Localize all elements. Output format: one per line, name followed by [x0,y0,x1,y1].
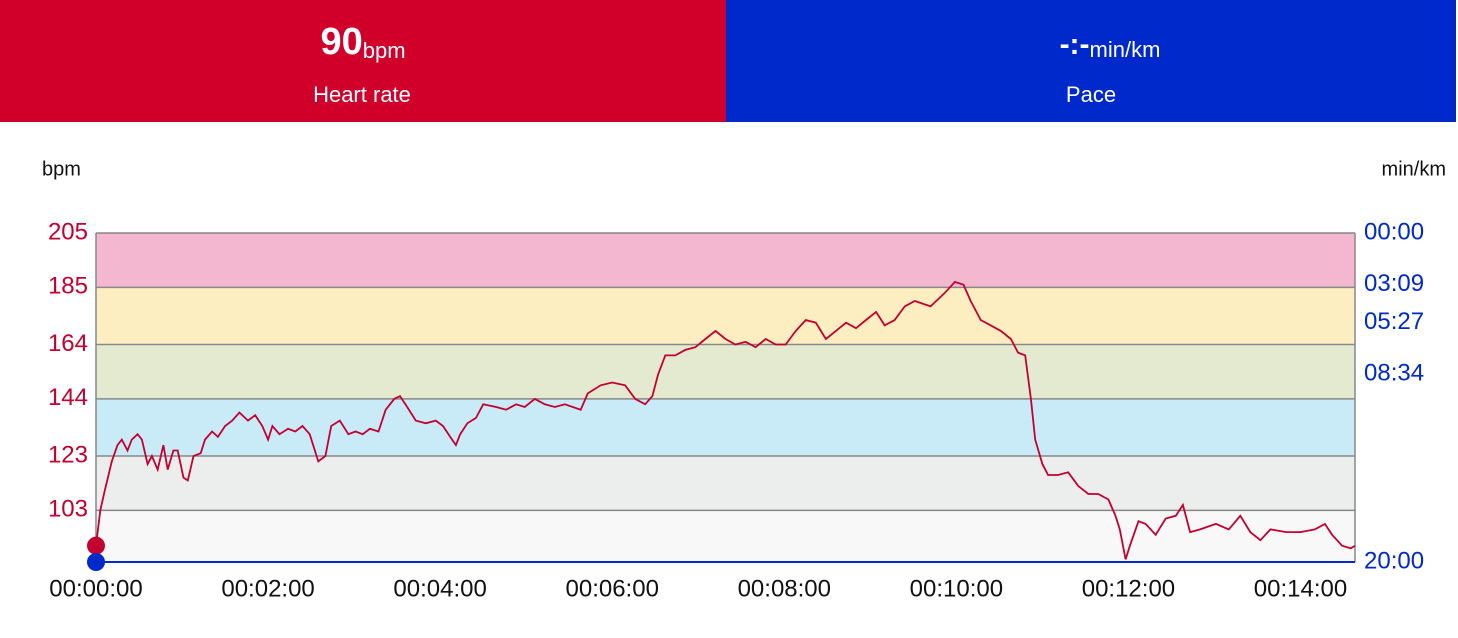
y2-tick-label: 03:09 [1364,270,1424,297]
heart-rate-panel [0,0,726,122]
x-tick-label: 00:00:00 [49,575,142,602]
zone-band [96,233,1355,288]
y2-tick-label: 20:00 [1364,547,1424,574]
heart-rate-label: Heart rate [313,82,411,107]
zone-band [96,344,1355,399]
pace-label: Pace [1066,82,1116,107]
x-tick-label: 00:10:00 [910,575,1003,602]
y-tick-label: 144 [48,384,88,411]
y-axis-unit: bpm [42,158,81,180]
zone-band [96,455,1355,511]
heart-rate-unit: bpm [363,38,406,63]
x-tick-label: 00:04:00 [393,575,486,602]
zone-band [96,510,1355,562]
zone-band [96,398,1355,456]
heart-rate-reading: 90bpm [320,21,405,63]
y2-tick-label: 05:27 [1364,308,1424,335]
y-tick-label: 205 [48,218,88,245]
heart-rate-line [95,280,1356,560]
y-tick-label: 123 [48,441,88,468]
y-tick-label: 185 [48,273,88,300]
start-marker [87,536,105,555]
x-tick-label: 00:12:00 [1082,575,1175,602]
x-tick-label: 00:06:00 [566,575,659,602]
x-tick-label: 00:02:00 [221,575,314,602]
pace-unit: min/km [1090,37,1161,62]
zone-band [96,287,1355,345]
y-tick-label: 103 [48,496,88,523]
x-tick-label: 00:08:00 [738,575,831,602]
y2-tick-label: 08:34 [1364,359,1424,386]
y2-axis-unit: min/km [1382,158,1446,180]
pace-panel [726,0,1456,122]
y2-tick-label: 00:00 [1364,218,1424,245]
heart-rate-value: 90 [320,21,362,63]
y-tick-label: 164 [48,330,88,357]
pace-value: -:- [1060,28,1090,61]
start-marker [87,553,105,571]
x-tick-label: 00:14:00 [1254,575,1347,602]
pace-reading: -:-min/km [1060,28,1161,62]
